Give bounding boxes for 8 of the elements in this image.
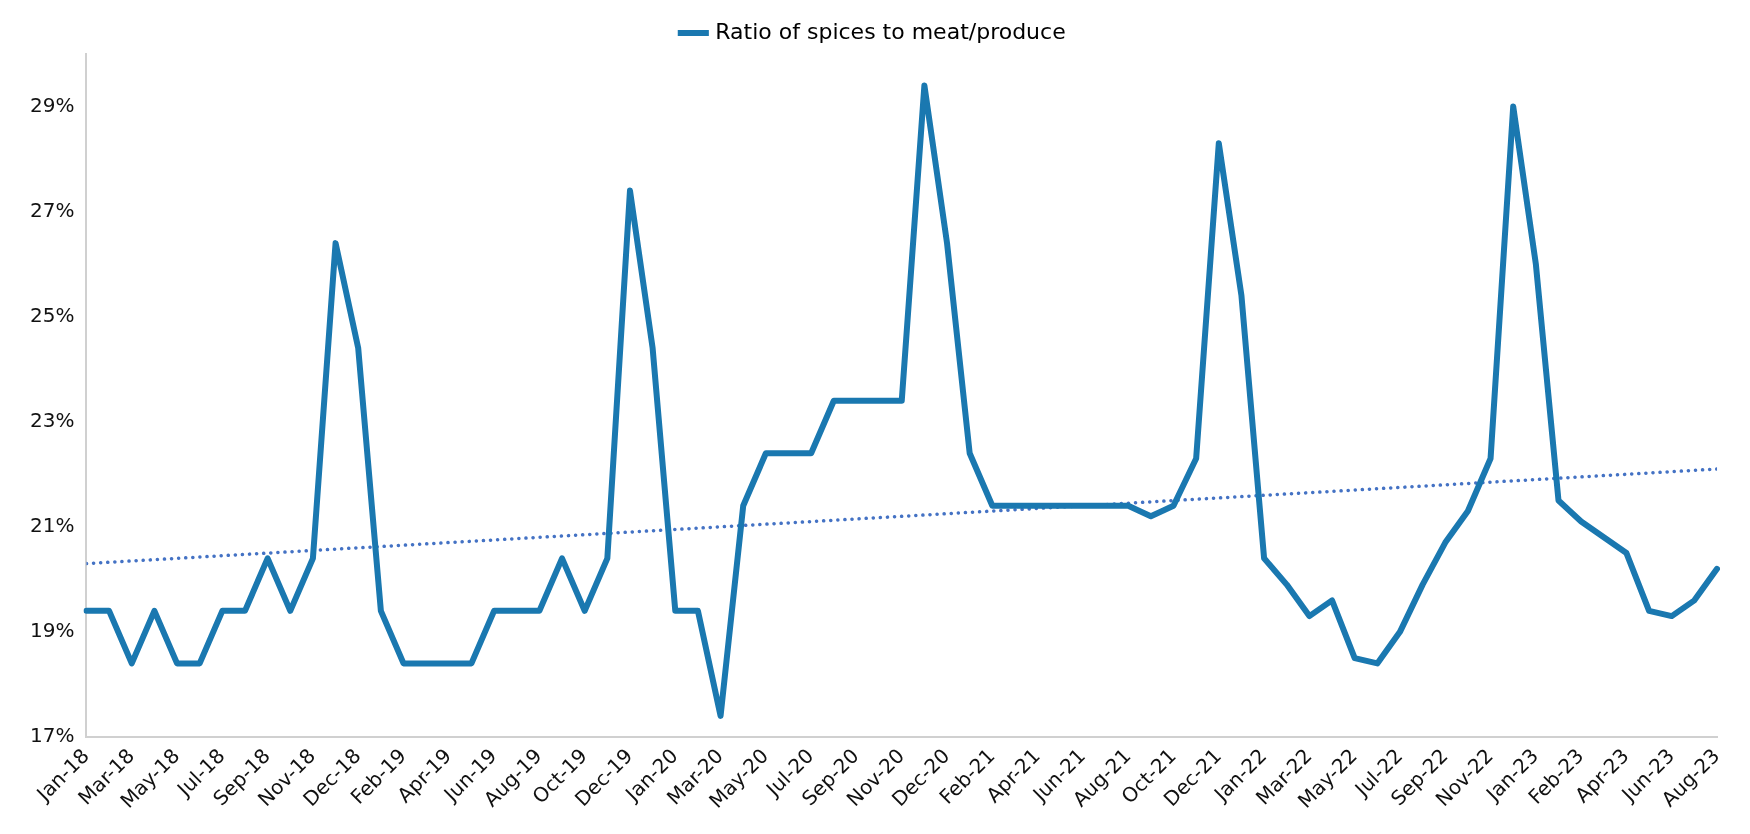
y-tick-label: 17%	[30, 723, 75, 748]
y-tick-label: 29%	[30, 92, 75, 117]
y-tick-label: 21%	[30, 513, 75, 538]
y-tick-label: 23%	[30, 407, 75, 432]
legend-label: Ratio of spices to meat/produce	[715, 18, 1066, 44]
y-tick-label: 19%	[30, 618, 75, 643]
y-tick-label: 25%	[30, 302, 75, 327]
y-tick-label: 27%	[30, 197, 75, 222]
